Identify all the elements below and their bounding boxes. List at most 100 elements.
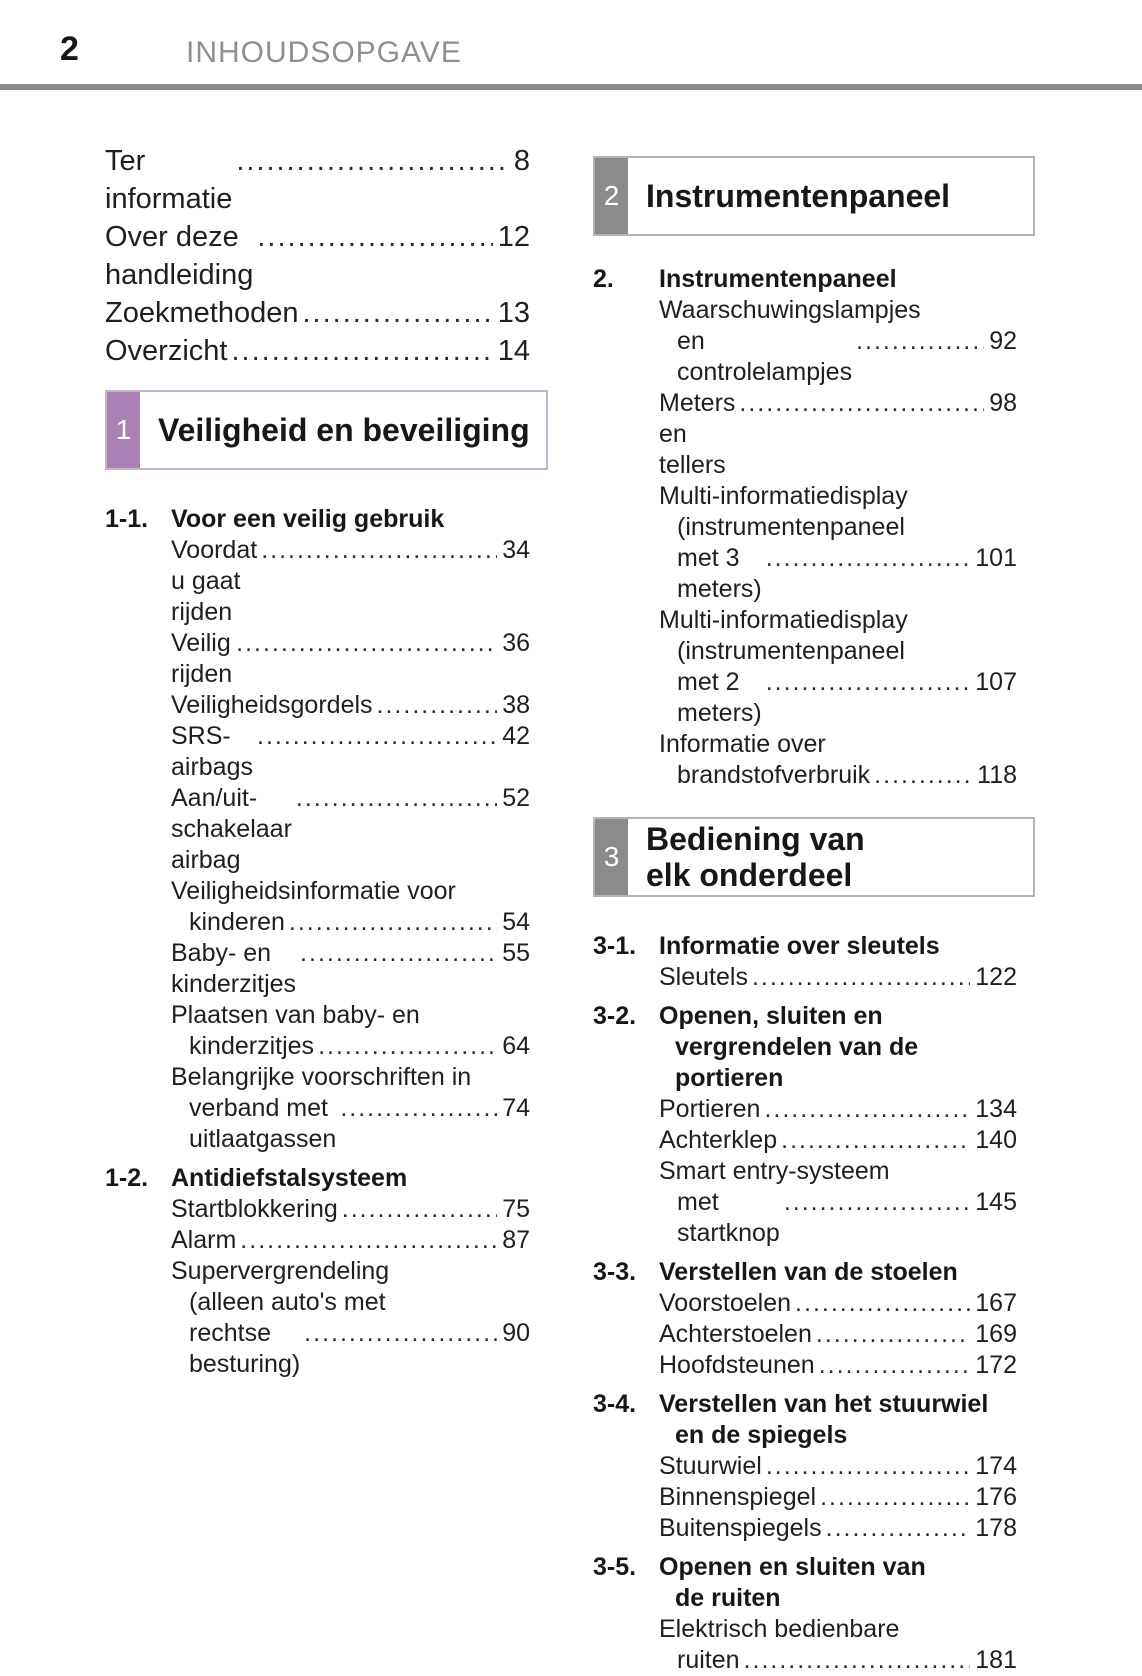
toc-entry-label: verband met uitlaatgassen [189,1094,337,1153]
toc-entry-line: Smart entry-systeem [659,1157,890,1185]
subsection-3-2: 3-2. Openen, sluiten en vergrendelen van d… [593,1001,1035,1249]
toc-entry-label: ruiten [677,1646,740,1674]
subsection-title-line: Voor een veilig gebruik [171,505,445,533]
subsection-entries: Elektrisch bedienbare ruiten 181 [593,1614,1035,1676]
subsection-title: Verstellen van het stuurwiel en de spiege… [659,1389,1035,1451]
leader-dots [302,294,492,332]
subsection-entries: Waarschuwingslampjes en controlelampjes 92… [593,295,1035,791]
chapter-title: Instrumentenpaneel [628,158,950,234]
toc-page-number: 140 [975,1126,1017,1154]
page-title: INHOUDSOPGAVE [186,36,462,69]
toc-entry: Veiligheidsgordels 38 [171,690,548,721]
toc-entry: Voordat u gaat rijden 34 [171,535,548,628]
subsection-number: 3-4. [593,1390,637,1418]
toc-page-number: 178 [975,1514,1017,1542]
leader-dots [826,1513,971,1544]
toc-entry: Veiligheidsinformatie voor kinderen 54 [171,876,548,938]
leader-dots [340,1093,497,1124]
subsection-1-2: 1-2. Antidiefstalsysteem Startblokkering 75… [105,1163,548,1380]
subsection-heading: 3-5. Openen en sluiten van de ruiten [593,1552,1035,1614]
header-rule [0,84,1142,90]
toc-entry-label: Aan/uit-schakelaar airbag [171,784,292,874]
toc-entry-line: Binnenspiegel 176 [659,1482,1017,1513]
toc-entry-line: kinderzitjes 64 [171,1031,530,1062]
toc-entry: Ter informatie 8 [105,142,548,218]
toc-page-number: 74 [502,1094,530,1122]
leader-dots [231,332,492,370]
chapter-title: Bediening van elk onderdeel [628,819,865,895]
toc-entry-line: Waarschuwingslampjes [659,296,921,324]
toc-entry-line: (alleen auto's met [189,1288,386,1316]
toc-entry-label: Over deze handleiding [105,221,254,291]
toc-intro-entries: Ter informatie 8 Over deze handleiding 12 Zo… [105,142,548,370]
toc-page-number: 36 [502,629,530,657]
leader-dots [304,1318,497,1349]
toc-entry-line: Plaatsen van baby- en [171,1001,420,1029]
leader-dots [257,218,492,256]
leader-dots [236,142,509,180]
toc-entry: Smart entry-systeem met startknop 145 [659,1156,1035,1249]
toc-entry-line: Veiligheidsinformatie voor [171,877,456,905]
subsection-3-5: 3-5. Openen en sluiten van de ruiten Elektr… [593,1552,1035,1676]
chapter-number: 1 [115,414,132,445]
subsection-title-line: portieren [675,1064,784,1092]
subsection-1-1: 1-1. Voor een veilig gebruik Voordat u gaa… [105,504,548,1155]
toc-entry: Veilig rijden 36 [171,628,548,690]
chapter-number-tab: 2 [595,158,628,234]
subsection-title: Informatie over sleutels [659,931,1035,962]
subsection-title: Voor een veilig gebruik [171,504,548,535]
toc-entry-line: Alarm 87 [171,1225,530,1256]
subsection-number: 1-1. [105,505,149,533]
leader-dots [261,535,497,566]
page-number: 2 [60,30,79,68]
subsection-heading: 3-2. Openen, sluiten en vergrendelen van d… [593,1001,1035,1094]
toc-entry-line: Sleutels 122 [659,962,1017,993]
toc-entry-label: Alarm [171,1226,237,1254]
toc-entry-label: Veilig rijden [171,629,233,688]
toc-entry-line: Overzicht 14 [105,332,530,370]
toc-entry-line: Multi-informatiedisplay [659,606,908,634]
toc-entry: Baby- en kinderzitjes 55 [171,938,548,1000]
toc-page-number: 172 [975,1351,1017,1379]
toc-entry-line: Baby- en kinderzitjes 55 [171,938,530,1000]
toc-entry: Sleutels 122 [659,962,1035,993]
toc-page-number: 55 [502,939,530,967]
leader-dots [795,1288,970,1319]
chapter-box-1: 1 Veiligheid en beveiliging [105,390,548,470]
toc-entry-label: Veiligheidsgordels [171,691,373,719]
toc-entry-label: Binnenspiegel [659,1483,817,1511]
subsection-title-line: vergrendelen van de [675,1033,919,1061]
toc-page-number: 107 [975,668,1017,696]
toc-entry-label: Meters en tellers [659,389,736,479]
subsection-title-line: Antidiefstalsysteem [171,1164,408,1192]
toc-entry: Stuurwiel 174 [659,1451,1035,1482]
subsection-title: Verstellen van de stoelen [659,1257,1035,1288]
toc-columns: Ter informatie8Over deze handleiding12Zo… [0,90,1142,1676]
subsection-heading: 1-1. Voor een veilig gebruik [105,504,548,535]
toc-entry-line: en controlelampjes 92 [659,326,1017,388]
toc-column-left: Ter informatie 8 Over deze handleiding 12 Zo… [105,142,548,1676]
toc-entry-label: brandstofverbruik [677,761,871,789]
chapter-title-line: Instrumentenpaneel [646,178,951,214]
subsection-title-line: en de spiegels [675,1421,848,1449]
toc-entry-line: Stuurwiel 174 [659,1451,1017,1482]
toc-page-number: 98 [989,389,1017,417]
toc-entry-line: Informatie over [659,730,826,758]
subsection-3-3: 3-3. Verstellen van de stoelen Voorstoelen… [593,1257,1035,1381]
toc-entry-label: Voordat u gaat rijden [171,536,258,626]
chapter-title: Veiligheid en beveiliging [140,392,530,468]
leader-dots [819,1350,971,1381]
toc-entry: Buitenspiegels 178 [659,1513,1035,1544]
toc-entry-label: met startknop [677,1188,780,1247]
toc-entry-label: Stuurwiel [659,1452,762,1480]
toc-entry-line: SRS-airbags 42 [171,721,530,783]
toc-entry: Over deze handleiding 12 [105,218,548,294]
toc-entry-line: Veiligheidsgordels 38 [171,690,530,721]
toc-entry: Alarm 87 [171,1225,548,1256]
toc-entry: Achterstoelen 169 [659,1319,1035,1350]
toc-entry-line: Aan/uit-schakelaar airbag 52 [171,783,530,876]
subsection-title-line: de ruiten [675,1584,781,1612]
subsection-heading: 1-2. Antidiefstalsysteem [105,1163,548,1194]
subsection-title-line: Openen, sluiten en [659,1002,883,1030]
